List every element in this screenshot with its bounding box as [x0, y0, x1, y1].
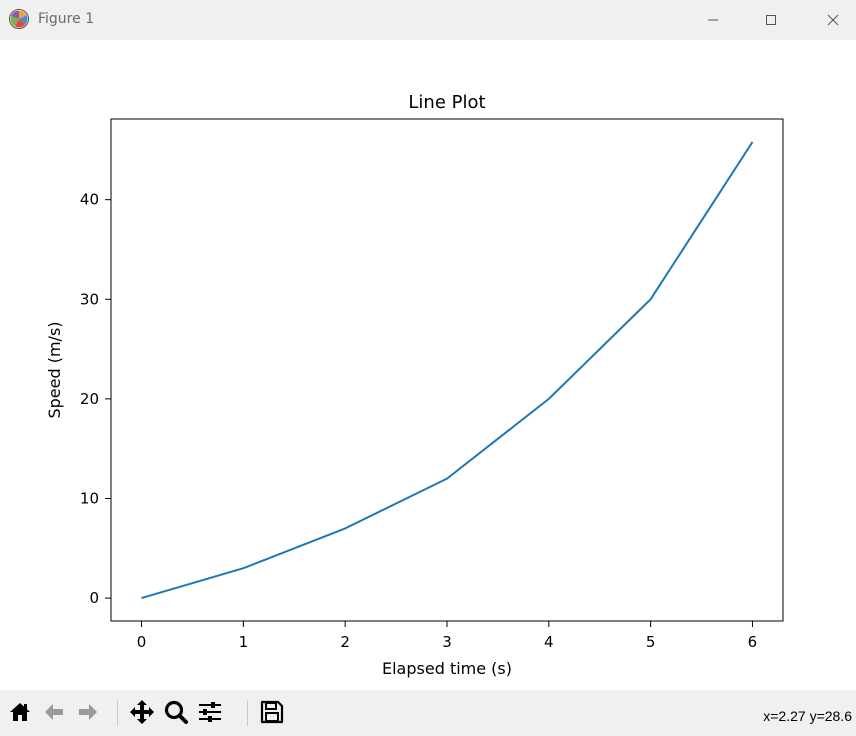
title-bar: Figure 1	[0, 0, 856, 40]
series-line	[141, 141, 754, 600]
zoom-button[interactable]	[162, 698, 190, 726]
toolbar-separator	[247, 700, 248, 726]
chart-title: Line Plot	[408, 92, 485, 113]
back-button[interactable]	[40, 698, 68, 726]
maximize-icon	[766, 15, 776, 25]
x-tick-label: 4	[544, 633, 554, 651]
zoom-magnifier-icon	[164, 700, 188, 724]
configure-subplots-button[interactable]	[196, 698, 224, 726]
y-tick-label: 40	[80, 191, 99, 209]
minimize-icon	[708, 19, 718, 21]
pan-move-icon	[130, 700, 154, 724]
pan-button[interactable]	[128, 698, 156, 726]
axes-frame	[110, 118, 784, 622]
x-tick-label: 5	[646, 633, 656, 651]
close-icon	[827, 14, 839, 26]
save-button[interactable]	[258, 698, 286, 726]
forward-button[interactable]	[74, 698, 102, 726]
navigation-toolbar: x=2.27 y=28.6	[0, 690, 856, 736]
y-tick-label: 0	[89, 589, 99, 607]
home-button[interactable]	[6, 698, 34, 726]
x-tick-label: 6	[748, 633, 758, 651]
y-tick-label: 30	[80, 290, 99, 308]
line-chart[interactable]: Line Plot 0 1 2 3 4 5 6 0 10 20 30 40 Elapsed time …	[0, 40, 856, 690]
maximize-button[interactable]	[748, 0, 794, 40]
y-axis-label: Speed (m/s)	[45, 321, 64, 418]
home-icon	[10, 703, 30, 721]
cursor-coordinates: x=2.27 y=28.6	[763, 708, 852, 724]
minimize-button[interactable]	[690, 0, 736, 40]
x-tick-label: 3	[442, 633, 452, 651]
toolbar-separator	[117, 700, 118, 726]
y-tick-label: 10	[80, 489, 99, 507]
configure-subplots-icon	[199, 702, 221, 722]
plot-canvas[interactable]: Line Plot 0 1 2 3 4 5 6 0 10 20 30 40 Elapsed time …	[0, 40, 856, 690]
save-floppy-icon	[260, 700, 284, 724]
forward-arrow-icon	[79, 704, 97, 720]
x-axis-label: Elapsed time (s)	[382, 659, 512, 678]
close-button[interactable]	[810, 0, 856, 40]
matplotlib-logo-icon	[9, 9, 29, 29]
y-tick-label: 20	[80, 390, 99, 408]
x-tick-label: 1	[239, 633, 249, 651]
x-tick-label: 2	[340, 633, 350, 651]
window-title: Figure 1	[38, 11, 95, 27]
back-arrow-icon	[45, 704, 63, 720]
x-tick-label: 0	[137, 633, 147, 651]
